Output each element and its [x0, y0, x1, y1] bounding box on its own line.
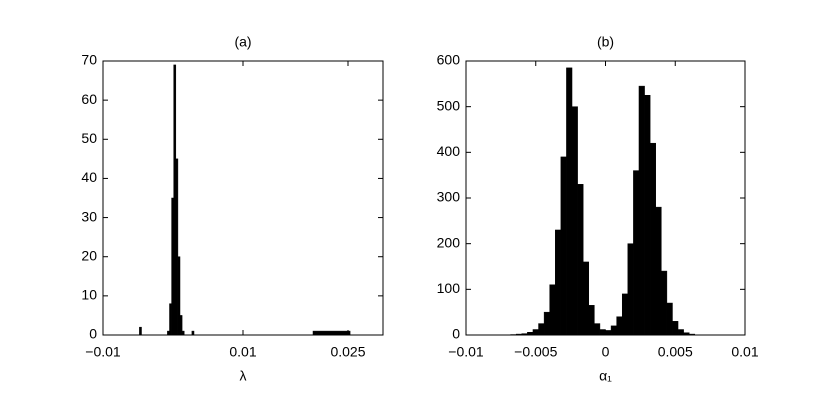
bar [181, 330, 185, 336]
y-tick-label: 0 [452, 326, 460, 342]
bar [177, 256, 181, 336]
x-tick-label: 0 [602, 344, 610, 360]
bar [633, 170, 640, 336]
bar [649, 142, 656, 336]
y-tick-label: 200 [437, 234, 461, 250]
bar [571, 106, 578, 336]
y-tick-label: 30 [81, 208, 97, 224]
bar [549, 284, 556, 336]
chart-title: (b) [597, 34, 614, 50]
bar [605, 330, 612, 336]
bar [139, 326, 142, 336]
bar [543, 311, 550, 336]
x-axis-label: α₁ [599, 368, 612, 384]
x-tick-label: 0.005 [658, 344, 693, 360]
y-tick-label: 100 [437, 280, 461, 296]
bar [191, 330, 195, 336]
bar [644, 95, 651, 336]
y-tick-label: 20 [81, 247, 97, 263]
y-tick-label: 0 [89, 326, 97, 342]
bar [588, 305, 595, 336]
y-tick-label: 500 [437, 97, 461, 113]
y-tick-label: 60 [81, 91, 97, 107]
bar [560, 156, 567, 336]
bar [582, 261, 590, 336]
bar [312, 330, 351, 336]
y-tick-label: 300 [437, 189, 461, 205]
x-tick-label: −0.01 [448, 344, 484, 360]
bar [627, 243, 634, 336]
y-tick-label: 40 [81, 169, 97, 185]
x-axis-label: λ [240, 368, 247, 384]
bar [179, 315, 183, 336]
bar [538, 323, 545, 336]
bar [655, 206, 662, 336]
x-tick-label: 0.01 [731, 344, 758, 360]
x-tick-label: 0.025 [330, 344, 365, 360]
y-tick-label: 70 [81, 52, 97, 68]
bar [638, 85, 645, 336]
bar [610, 325, 617, 336]
bar [621, 293, 629, 336]
bar [616, 316, 623, 336]
bar [169, 303, 172, 336]
bar [666, 302, 673, 336]
bar [577, 184, 584, 336]
plot-frame [465, 60, 746, 336]
bar [167, 330, 170, 336]
bar [171, 197, 174, 336]
bar [594, 323, 601, 336]
bar [599, 329, 606, 336]
bar [661, 270, 668, 336]
bar [175, 158, 179, 336]
bar [555, 229, 562, 336]
y-tick-label: 400 [437, 143, 461, 159]
bar [677, 329, 684, 336]
x-tick-label: 0.01 [229, 344, 256, 360]
x-tick-label: −0.01 [85, 344, 121, 360]
y-tick-label: 50 [81, 130, 97, 146]
bar [173, 64, 177, 336]
bar [566, 67, 573, 336]
y-tick-label: 600 [437, 52, 461, 68]
x-tick-label: −0.005 [514, 344, 557, 360]
plot-frame [102, 60, 384, 336]
chart-title: (a) [234, 34, 251, 50]
y-tick-label: 10 [81, 287, 97, 303]
